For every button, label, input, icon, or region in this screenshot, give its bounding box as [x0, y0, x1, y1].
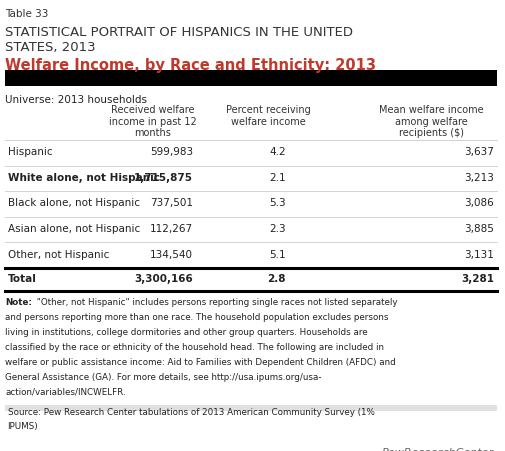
Text: Asian alone, not Hispanic: Asian alone, not Hispanic: [8, 224, 140, 234]
Text: and persons reporting more than one race. The household population excludes pers: and persons reporting more than one race…: [5, 313, 388, 322]
Text: Percent receiving
welfare income: Percent receiving welfare income: [226, 105, 311, 126]
Text: Hispanic: Hispanic: [8, 147, 52, 157]
Text: welfare or public assistance income: Aid to Families with Dependent Children (AF: welfare or public assistance income: Aid…: [5, 357, 396, 366]
FancyBboxPatch shape: [5, 71, 497, 87]
Text: STATISTICAL PORTRAIT OF HISPANICS IN THE UNITED: STATISTICAL PORTRAIT OF HISPANICS IN THE…: [5, 25, 353, 38]
Text: 2.3: 2.3: [269, 224, 286, 234]
Text: Source: Pew Research Center tabulations of 2013 American Community Survey (1%: Source: Pew Research Center tabulations …: [8, 407, 374, 416]
Text: Black alone, not Hispanic: Black alone, not Hispanic: [8, 198, 139, 208]
Text: action/variables/INCWELFR.: action/variables/INCWELFR.: [5, 387, 126, 396]
Text: 134,540: 134,540: [150, 249, 193, 259]
Text: living in institutions, college dormitories and other group quarters. Households: living in institutions, college dormitor…: [5, 327, 368, 336]
Text: 599,983: 599,983: [150, 147, 193, 157]
Text: Total: Total: [8, 273, 36, 283]
Text: 3,213: 3,213: [464, 173, 494, 183]
Text: 1,715,875: 1,715,875: [134, 173, 193, 183]
Text: 3,885: 3,885: [464, 224, 494, 234]
Text: 4.2: 4.2: [269, 147, 286, 157]
Text: 3,281: 3,281: [461, 273, 494, 283]
Text: White alone, not Hispanic: White alone, not Hispanic: [8, 173, 160, 183]
Text: 3,086: 3,086: [465, 198, 494, 208]
Text: Mean welfare income
among welfare
recipients ($): Mean welfare income among welfare recipi…: [379, 105, 484, 138]
Text: 5.3: 5.3: [269, 198, 286, 208]
Text: classified by the race or ethnicity of the household head. The following are inc: classified by the race or ethnicity of t…: [5, 342, 384, 351]
Text: Welfare Income, by Race and Ethnicity: 2013: Welfare Income, by Race and Ethnicity: 2…: [5, 58, 376, 74]
Text: 2.1: 2.1: [269, 173, 286, 183]
Text: Other, not Hispanic: Other, not Hispanic: [8, 249, 109, 259]
Text: 5.1: 5.1: [269, 249, 286, 259]
Text: 737,501: 737,501: [150, 198, 193, 208]
FancyBboxPatch shape: [5, 405, 497, 439]
Text: "Other, not Hispanic" includes persons reporting single races not listed separat: "Other, not Hispanic" includes persons r…: [34, 298, 397, 307]
Text: 3,300,166: 3,300,166: [134, 273, 193, 283]
Text: 112,267: 112,267: [150, 224, 193, 234]
Text: IPUMS): IPUMS): [8, 422, 38, 430]
Text: Universe: 2013 households: Universe: 2013 households: [5, 95, 147, 105]
Text: PewResearchCenter: PewResearchCenter: [382, 446, 494, 451]
Text: Received welfare
income in past 12
months: Received welfare income in past 12 month…: [109, 105, 197, 138]
Text: Note:: Note:: [5, 298, 32, 307]
Text: STATES, 2013: STATES, 2013: [5, 41, 95, 54]
Text: 2.8: 2.8: [268, 273, 286, 283]
Text: 3,637: 3,637: [464, 147, 494, 157]
Text: General Assistance (GA). For more details, see http://usa.ipums.org/usa-: General Assistance (GA). For more detail…: [5, 372, 322, 381]
Text: Table 33: Table 33: [5, 9, 48, 19]
Text: 3,131: 3,131: [464, 249, 494, 259]
